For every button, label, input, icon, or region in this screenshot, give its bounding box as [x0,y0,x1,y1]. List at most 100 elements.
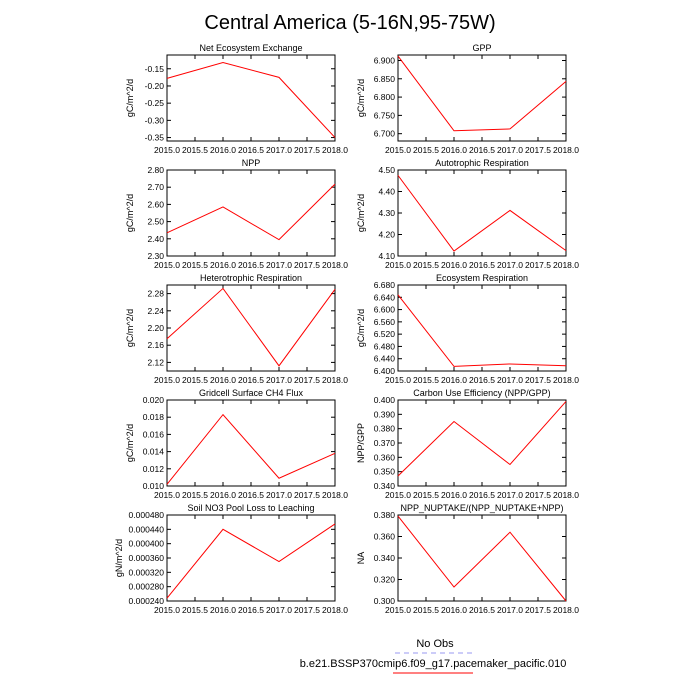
panel-title: Heterotrophic Respiration [200,273,302,283]
panel-title: NPP [242,158,261,168]
y-tick-label: -0.25 [145,98,165,108]
y-tick-label: 0.300 [374,596,396,606]
y-tick-label: 6.560 [374,317,396,327]
panel-title: Gridcell Surface CH4 Flux [199,388,304,398]
x-tick-label: 2018.0 [553,490,579,500]
series-line [397,294,567,367]
y-tick-label: 0.380 [374,424,396,434]
x-tick-label: 2017.5 [294,260,320,270]
x-tick-label: 2015.0 [154,605,180,615]
y-tick-label: 0.014 [143,447,165,457]
x-tick-label: 2018.0 [322,375,348,385]
plot-frame [166,284,336,372]
x-tick-label: 2016.5 [469,605,495,615]
y-tick-label: 6.400 [374,366,396,376]
x-tick-label: 2015.0 [385,145,411,155]
x-tick-label: 2015.0 [154,375,180,385]
x-tick-label: 2015.0 [154,490,180,500]
x-tick-label: 2015.5 [413,605,439,615]
y-tick-label: 0.340 [374,481,396,491]
y-tick-label: 6.640 [374,292,396,302]
y-tick-label: 2.80 [147,165,164,175]
x-tick-label: 2015.5 [182,260,208,270]
x-tick-label: 2015.5 [413,375,439,385]
y-tick-label: 6.900 [374,55,396,65]
y-tick-label: 6.850 [374,74,396,84]
series-line [397,175,567,252]
y-axis-label: NA [356,552,366,565]
x-tick-label: 2015.0 [385,260,411,270]
y-tick-label: 2.20 [147,323,164,333]
panel-carbon-use-efficiency-npp-gpp: Carbon Use Efficiency (NPP/GPP)2015.0 201… [356,388,579,500]
series-line [166,287,336,367]
panel-net-ecosystem-exchange: Net Ecosystem Exchange 2015.0 2015.5 2016.0… [125,43,348,155]
x-tick-label: 2017.0 [497,490,523,500]
x-tick-label: 2017.0 [266,260,292,270]
panel-title: Soil NO3 Pool Loss to Leaching [187,503,314,513]
plot-frame [166,169,336,257]
y-tick-label: 0.016 [143,429,165,439]
x-tick-label: 2017.5 [525,490,551,500]
y-axis-label: gC/m^2/d [125,424,135,462]
plot-frame [397,284,567,372]
panel-gpp: GPP 2015.0 2015.5 2016.0 2016.5 2017.0 2017.5 2… [356,43,579,155]
x-tick-label: 2017.5 [294,490,320,500]
series-line [166,62,336,138]
x-tick-label: 2017.0 [497,375,523,385]
x-tick-label: 2015.5 [182,375,208,385]
panel-title: Autotrophic Respiration [435,158,529,168]
plot-frame [166,399,336,487]
series-line [397,401,567,477]
y-tick-label: 4.10 [378,251,395,261]
y-tick-label: 0.350 [374,467,396,477]
y-tick-label: 4.50 [378,165,395,175]
panel-heterotrophic-respiration: Heterotrophic Respiration 2015.0 2015.5 201… [125,273,348,385]
series-line [397,55,567,132]
y-tick-label: 4.30 [378,208,395,218]
x-tick-label: 2015.0 [154,260,180,270]
x-tick-label: 2016.5 [469,145,495,155]
x-tick-label: 2015.5 [182,145,208,155]
x-tick-label: 2016.5 [469,490,495,500]
y-tick-label: 0.000440 [129,524,165,534]
y-tick-label: 4.20 [378,230,395,240]
x-tick-label: 2016.5 [238,490,264,500]
x-tick-label: 2018.0 [322,145,348,155]
y-tick-label: 6.440 [374,354,396,364]
plot-frame [166,514,336,602]
y-axis-label: gC/m^2/d [356,79,366,117]
y-axis-label: NPP/GPP [356,423,366,463]
x-tick-label: 2015.0 [385,605,411,615]
panel-title: GPP [472,43,491,53]
y-tick-label: 0.380 [374,510,396,520]
y-axis-label: gN/m^2/d [114,539,124,577]
y-tick-label: 0.360 [374,452,396,462]
x-tick-label: 2018.0 [553,145,579,155]
y-tick-label: 2.60 [147,199,164,209]
y-tick-label: 0.000400 [129,539,165,549]
x-tick-label: 2016.5 [238,605,264,615]
x-tick-label: 2017.5 [294,145,320,155]
y-tick-label: 2.50 [147,217,164,227]
y-tick-label: 2.40 [147,234,164,244]
x-tick-label: 2017.0 [497,145,523,155]
x-tick-label: 2016.5 [469,260,495,270]
y-tick-label: 6.520 [374,329,396,339]
y-tick-label: 0.360 [374,532,396,542]
x-tick-label: 2016.0 [441,490,467,500]
y-tick-label: 0.370 [374,438,396,448]
x-tick-label: 2018.0 [322,260,348,270]
x-tick-label: 2015.0 [154,145,180,155]
x-tick-label: 2017.0 [497,605,523,615]
y-tick-label: 0.400 [374,395,396,405]
x-tick-label: 2016.5 [238,145,264,155]
y-tick-label: 0.010 [143,481,165,491]
x-tick-label: 2017.5 [294,605,320,615]
y-tick-label: 0.000240 [129,596,165,606]
